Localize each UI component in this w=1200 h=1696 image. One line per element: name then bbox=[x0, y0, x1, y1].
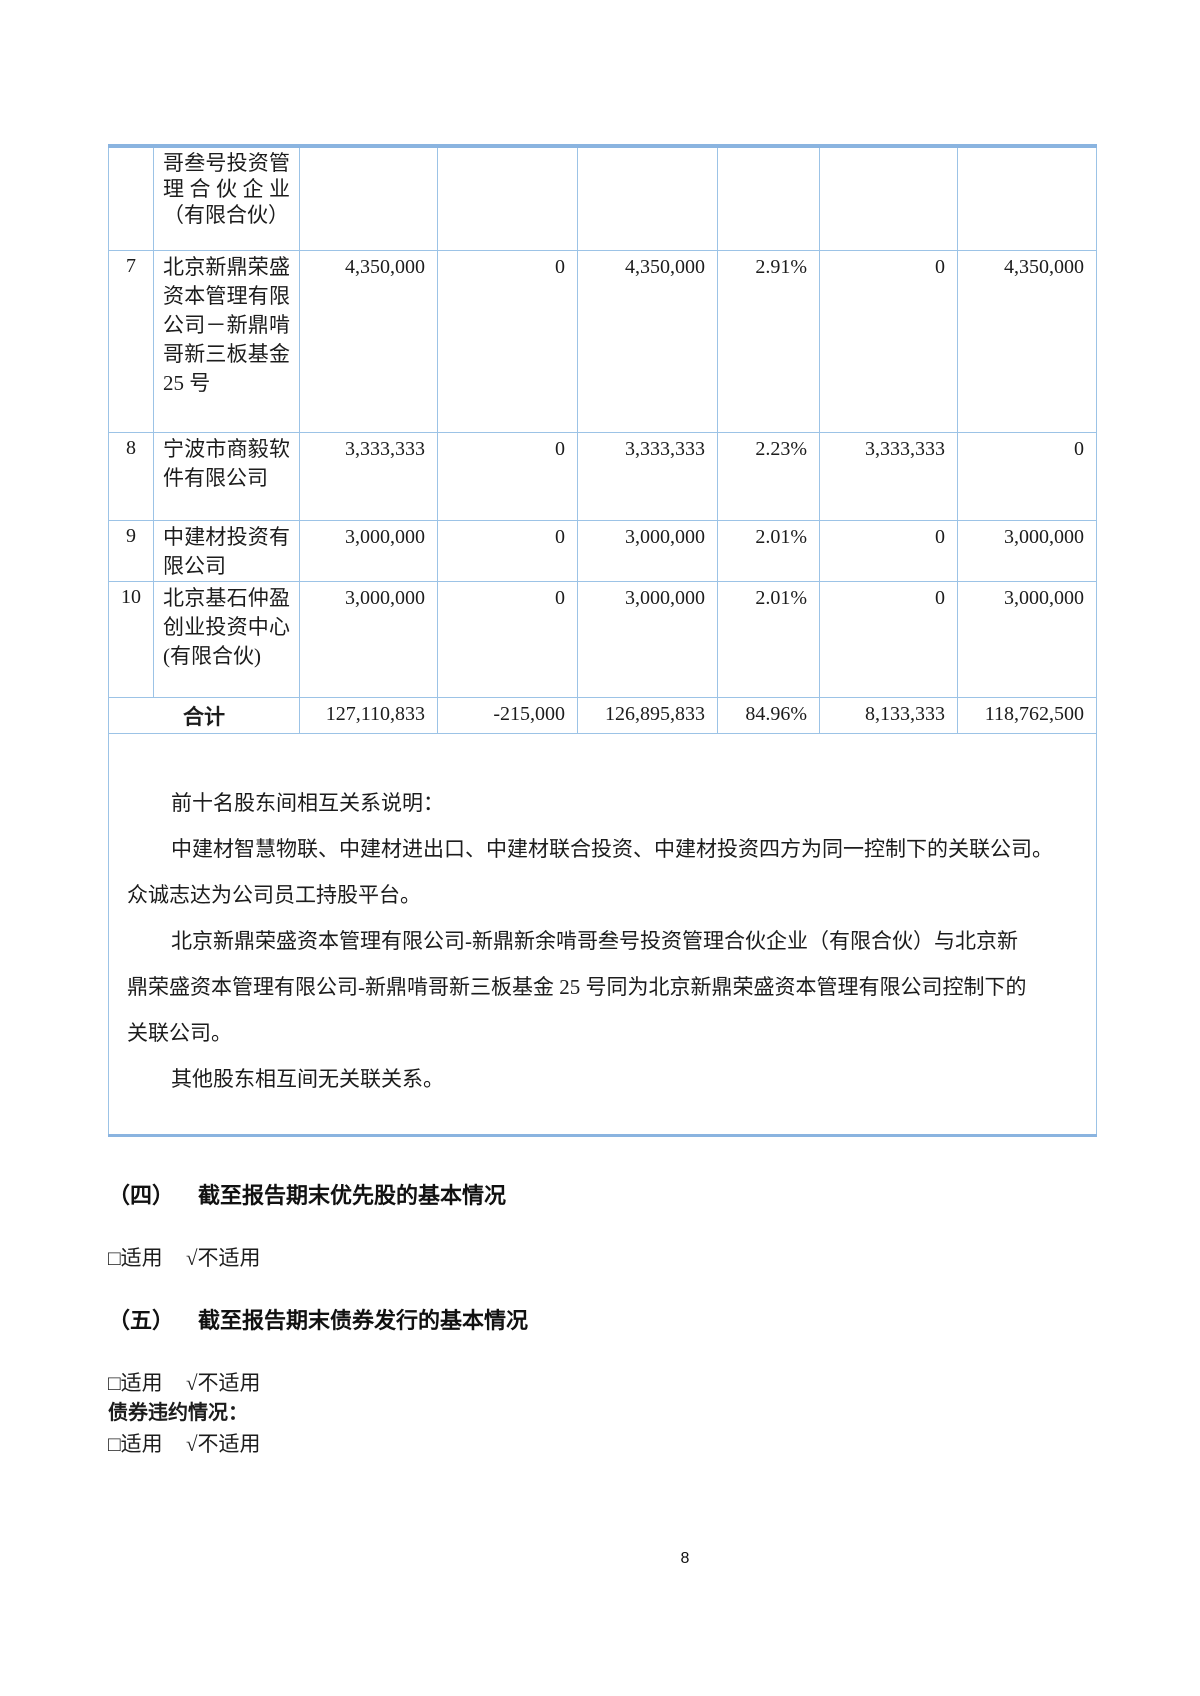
checkbox-applicable: □适用 bbox=[108, 1246, 163, 1270]
cell-value bbox=[577, 145, 718, 251]
table-row-7: 7 北京新鼎荣盛资本管理有限公司－新鼎啃哥新三板基金 25 号 4,350,00… bbox=[108, 249, 1097, 433]
cell-value: 4,350,000 bbox=[577, 249, 718, 433]
cell-index: 10 bbox=[108, 580, 154, 698]
cell-value: 0 bbox=[819, 249, 958, 433]
section-number: （五） bbox=[108, 1308, 175, 1333]
table-row-total: 合计 127,110,833 -215,000 126,895,833 84.9… bbox=[108, 696, 1097, 734]
cell-shareholder-name: 北京基石仲盈创业投资中心(有限合伙) bbox=[153, 580, 300, 698]
checkbox-applicable: □适用 bbox=[108, 1371, 163, 1395]
total-value: 118,762,500 bbox=[957, 696, 1097, 734]
cell-value: 0 bbox=[437, 519, 578, 582]
cell-value: 3,000,000 bbox=[577, 580, 718, 698]
cell-value: 3,000,000 bbox=[299, 519, 438, 582]
cell-value: 2.01% bbox=[717, 519, 820, 582]
cell-value: 0 bbox=[437, 249, 578, 433]
cell-index: 7 bbox=[108, 249, 154, 433]
page-number: 8 bbox=[680, 1550, 690, 1567]
note-line: 北京新鼎荣盛资本管理有限公司-新鼎新余啃哥叁号投资管理合伙企业（有限合伙）与北京… bbox=[171, 928, 1018, 953]
applicability-line-bond-default: □适用 √不适用 bbox=[108, 1428, 260, 1458]
note-line: 众诚志达为公司员工持股平台。 bbox=[127, 882, 421, 907]
cell-value: 3,000,000 bbox=[577, 519, 718, 582]
cell-value bbox=[957, 145, 1097, 251]
table-row-notes: 前十名股东间相互关系说明： 中建材智慧物联、中建材进出口、中建材联合投资、中建材… bbox=[108, 732, 1097, 1136]
total-value: 84.96% bbox=[717, 696, 820, 734]
cell-value: 3,000,000 bbox=[957, 580, 1097, 698]
cell-value: 3,333,333 bbox=[299, 431, 438, 521]
section-heading-5: （五） 截至报告期末债券发行的基本情况 bbox=[108, 1303, 528, 1335]
total-label: 合计 bbox=[108, 696, 300, 734]
checkmark-not-applicable: √不适用 bbox=[185, 1371, 261, 1395]
note-line: 前十名股东间相互关系说明： bbox=[171, 790, 444, 815]
cell-shareholder-name: 北京新鼎荣盛资本管理有限公司－新鼎啃哥新三板基金 25 号 bbox=[153, 249, 300, 433]
cell-value: 3,333,333 bbox=[577, 431, 718, 521]
note-line: 关联公司。 bbox=[127, 1020, 232, 1045]
table-row-8: 8 宁波市商毅软件有限公司 3,333,333 0 3,333,333 2.23… bbox=[108, 431, 1097, 521]
total-value: -215,000 bbox=[437, 696, 578, 734]
cell-value: 3,000,000 bbox=[299, 580, 438, 698]
checkmark-not-applicable: √不适用 bbox=[185, 1432, 261, 1456]
applicability-line-s5: □适用 √不适用 bbox=[108, 1367, 260, 1397]
cell-index: 8 bbox=[108, 431, 154, 521]
section-heading-4: （四） 截至报告期末优先股的基本情况 bbox=[108, 1178, 506, 1210]
cell-index bbox=[108, 145, 154, 251]
note-line: 中建材智慧物联、中建材进出口、中建材联合投资、中建材投资四方为同一控制下的关联公… bbox=[171, 836, 1053, 861]
section-title: 截至报告期末债券发行的基本情况 bbox=[198, 1308, 529, 1333]
top-ten-shareholders-table: 哥叁号投资管理合伙企业（有限合伙） 7 北京新鼎荣盛资本管理有限公司－新鼎啃哥新… bbox=[108, 144, 1097, 1137]
table-row-continued: 哥叁号投资管理合伙企业（有限合伙） bbox=[108, 145, 1097, 251]
cell-value bbox=[717, 145, 820, 251]
total-value: 127,110,833 bbox=[299, 696, 438, 734]
cell-value: 3,000,000 bbox=[957, 519, 1097, 582]
checkbox-applicable: □适用 bbox=[108, 1432, 163, 1456]
cell-value bbox=[437, 145, 578, 251]
table-row-10: 10 北京基石仲盈创业投资中心(有限合伙) 3,000,000 0 3,000,… bbox=[108, 580, 1097, 698]
cell-value: 2.01% bbox=[717, 580, 820, 698]
total-value: 8,133,333 bbox=[819, 696, 958, 734]
cell-shareholder-name: 宁波市商毅软件有限公司 bbox=[153, 431, 300, 521]
cell-value bbox=[299, 145, 438, 251]
cell-index: 9 bbox=[108, 519, 154, 582]
cell-value: 3,333,333 bbox=[819, 431, 958, 521]
note-line: 鼎荣盛资本管理有限公司-新鼎啃哥新三板基金 25 号同为北京新鼎荣盛资本管理有限… bbox=[127, 974, 1027, 999]
section-title: 截至报告期末优先股的基本情况 bbox=[198, 1183, 507, 1208]
cell-value: 4,350,000 bbox=[299, 249, 438, 433]
cell-value: 0 bbox=[437, 580, 578, 698]
checkmark-not-applicable: √不适用 bbox=[185, 1246, 261, 1270]
total-value: 126,895,833 bbox=[577, 696, 718, 734]
shareholder-relations-notes: 前十名股东间相互关系说明： 中建材智慧物联、中建材进出口、中建材联合投资、中建材… bbox=[108, 732, 1097, 1136]
cell-value: 2.91% bbox=[717, 249, 820, 433]
applicability-line-s4: □适用 √不适用 bbox=[108, 1242, 260, 1272]
note-line: 其他股东相互间无关联关系。 bbox=[171, 1066, 444, 1091]
cell-value: 0 bbox=[437, 431, 578, 521]
table-row-9: 9 中建材投资有限公司 3,000,000 0 3,000,000 2.01% … bbox=[108, 519, 1097, 582]
cell-shareholder-name: 中建材投资有限公司 bbox=[153, 519, 300, 582]
cell-shareholder-name: 哥叁号投资管理合伙企业（有限合伙） bbox=[153, 145, 300, 251]
bond-default-label: 债券违约情况： bbox=[108, 1402, 248, 1424]
cell-value: 0 bbox=[957, 431, 1097, 521]
cell-value: 2.23% bbox=[717, 431, 820, 521]
cell-value: 0 bbox=[819, 519, 958, 582]
cell-value bbox=[819, 145, 958, 251]
section-number: （四） bbox=[108, 1183, 175, 1208]
cell-value: 4,350,000 bbox=[957, 249, 1097, 433]
cell-value: 0 bbox=[819, 580, 958, 698]
